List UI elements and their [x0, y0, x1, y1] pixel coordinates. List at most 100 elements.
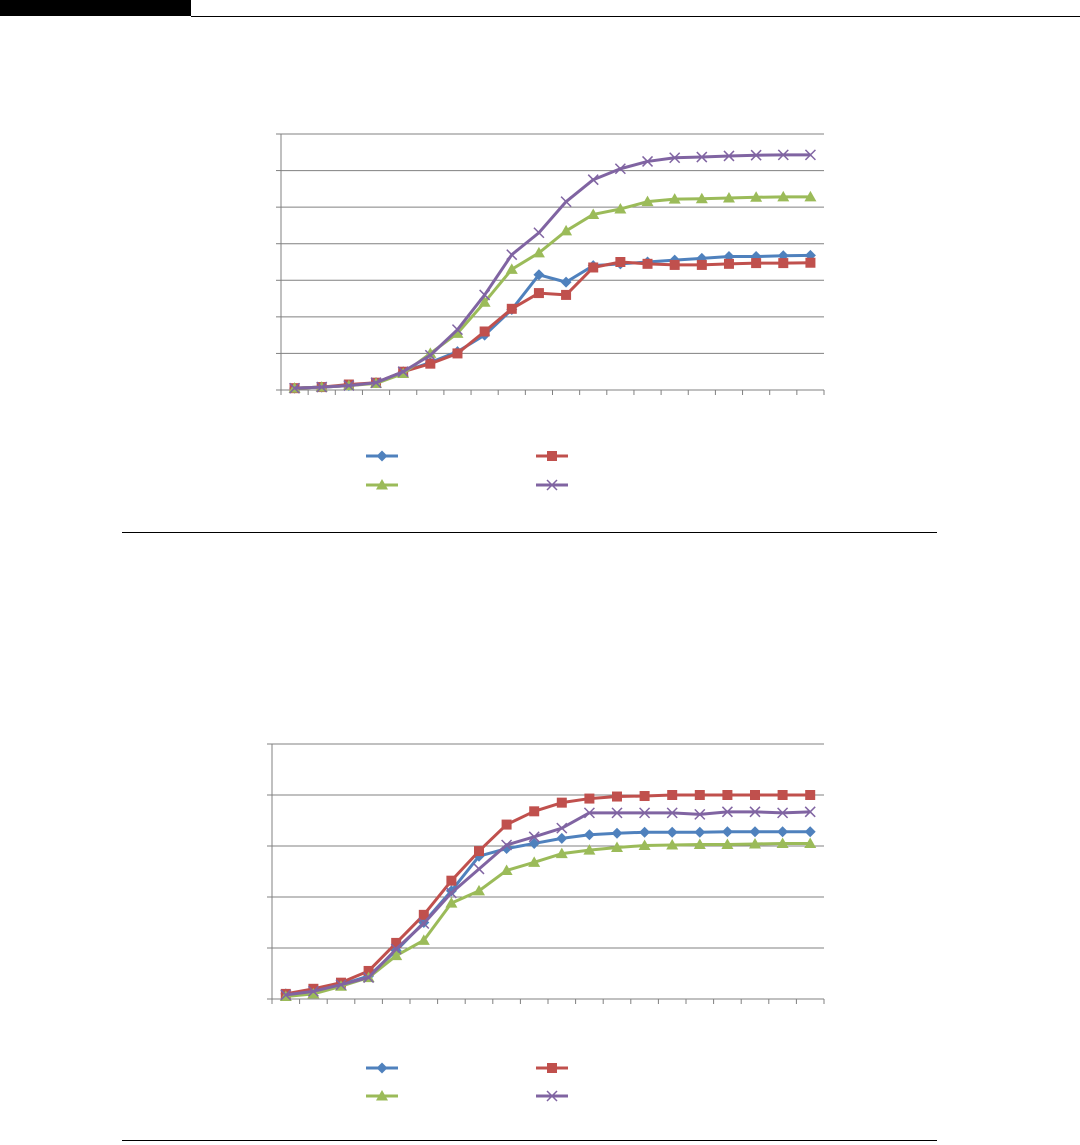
data-point [561, 289, 572, 300]
data-point [451, 324, 464, 336]
data-point [473, 863, 485, 875]
data-point [473, 884, 485, 896]
data-point [506, 303, 517, 314]
data-point [804, 837, 817, 848]
data-point [615, 257, 626, 267]
data-point [289, 382, 301, 394]
data-point [555, 847, 568, 859]
data-point [666, 807, 678, 819]
data-point [669, 259, 680, 270]
data-point [560, 224, 573, 236]
data-point [391, 937, 402, 948]
data-point [722, 192, 735, 203]
data-point [641, 155, 654, 167]
legend-marker [376, 1090, 388, 1101]
data-point [777, 790, 788, 800]
data-point [501, 819, 512, 830]
page-header-block [0, 0, 191, 16]
data-point [505, 263, 518, 274]
data-point [666, 838, 679, 850]
data-point [694, 808, 706, 820]
data-point [721, 826, 733, 838]
data-point [532, 246, 545, 258]
data-point [777, 149, 789, 161]
data-point [611, 807, 623, 819]
data-point [749, 806, 761, 818]
data-point [777, 190, 790, 202]
data-point [777, 807, 789, 819]
line-chart-1 [276, 133, 825, 491]
data-point [478, 296, 491, 307]
legend-item-3 [366, 1090, 398, 1101]
data-point [696, 151, 708, 163]
data-point [556, 832, 568, 844]
legend-marker [376, 1062, 388, 1074]
legend-item-3 [366, 479, 398, 490]
data-point [667, 790, 678, 800]
data-point [805, 257, 816, 268]
legend [366, 450, 568, 491]
data-point [500, 864, 513, 875]
page-header-rule [191, 16, 1080, 17]
data-point [418, 909, 429, 920]
data-point [363, 972, 375, 984]
data-point [805, 790, 816, 800]
data-point [749, 826, 761, 838]
data-point [639, 807, 651, 819]
data-point [390, 943, 402, 955]
data-point [804, 190, 817, 202]
data-point [587, 174, 599, 186]
legend-item-4 [536, 1090, 568, 1102]
data-point [776, 837, 789, 848]
data-point [479, 326, 490, 337]
data-point [721, 806, 733, 818]
data-point [778, 258, 789, 269]
data-point [417, 934, 430, 945]
legend-marker [546, 1090, 558, 1102]
data-point [363, 965, 374, 976]
data-point [583, 829, 595, 841]
data-point [611, 841, 623, 853]
data-point [723, 258, 734, 269]
data-point [777, 250, 789, 262]
data-point [642, 258, 653, 269]
data-point [804, 149, 816, 161]
data-point [479, 289, 491, 301]
gridlines [272, 743, 824, 949]
data-point [721, 838, 734, 849]
data-point [639, 826, 651, 838]
data-point [693, 838, 706, 849]
legend [366, 1062, 568, 1102]
data-point [694, 790, 705, 800]
data-point [696, 259, 707, 270]
data-point [556, 822, 568, 834]
data-point [588, 262, 599, 273]
data-point [749, 837, 761, 849]
data-point [638, 839, 651, 850]
data-point [750, 149, 762, 161]
data-point [668, 193, 681, 204]
data-point [612, 791, 622, 802]
data-point [695, 192, 708, 204]
data-point [777, 826, 789, 838]
legend-marker [376, 450, 388, 462]
data-point [584, 793, 595, 804]
data-point [750, 191, 763, 202]
data-point [533, 269, 545, 281]
series-line [285, 793, 811, 996]
data-point [583, 844, 596, 855]
data-point [370, 377, 382, 389]
data-point [611, 827, 623, 839]
data-point [614, 202, 627, 214]
data-point [804, 826, 816, 838]
data-point [424, 347, 437, 358]
data-point [528, 831, 540, 843]
data-point [583, 807, 595, 819]
data-point [343, 380, 355, 392]
data-point [425, 358, 436, 369]
data-point [451, 327, 464, 338]
data-point [445, 897, 458, 908]
data-point [750, 790, 760, 800]
legend-item-1 [366, 450, 398, 462]
